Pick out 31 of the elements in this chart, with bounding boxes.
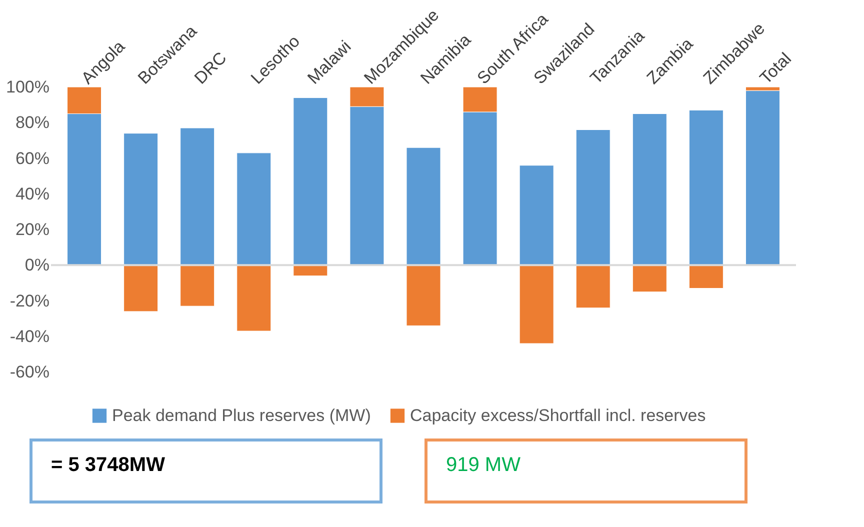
bar <box>688 110 724 266</box>
bar <box>519 165 554 266</box>
legend-label: Peak demand Plus reserves (MW) <box>112 406 371 425</box>
bar <box>406 264 441 326</box>
y-tick-label: 20% <box>15 220 50 239</box>
y-tick-label: -60% <box>10 362 50 382</box>
y-tick-label: -40% <box>10 326 50 346</box>
bar <box>406 147 441 266</box>
bar <box>632 264 667 292</box>
bar <box>236 152 272 266</box>
y-tick-label: -20% <box>10 291 50 310</box>
y-tick-label: 80% <box>15 113 50 132</box>
bar <box>124 133 158 266</box>
bar <box>688 264 724 289</box>
y-tick-label: 100% <box>6 78 50 96</box>
y-tick-label: 60% <box>15 148 50 168</box>
text: 919 MW <box>446 454 521 476</box>
y-tick-label: 40% <box>15 184 50 204</box>
bar <box>576 130 610 266</box>
bar <box>180 264 215 306</box>
y-tick-label: 0% <box>24 256 50 275</box>
bar <box>236 264 272 332</box>
bar <box>180 128 215 266</box>
legend-label: Capacity excess/Shortfall incl. reserves <box>410 406 706 425</box>
bar <box>576 264 610 308</box>
bar <box>293 97 328 266</box>
bar <box>745 90 780 266</box>
text: = 5 3748MW <box>51 454 166 476</box>
bar <box>124 264 158 312</box>
bar <box>632 113 667 266</box>
bar <box>519 264 554 344</box>
